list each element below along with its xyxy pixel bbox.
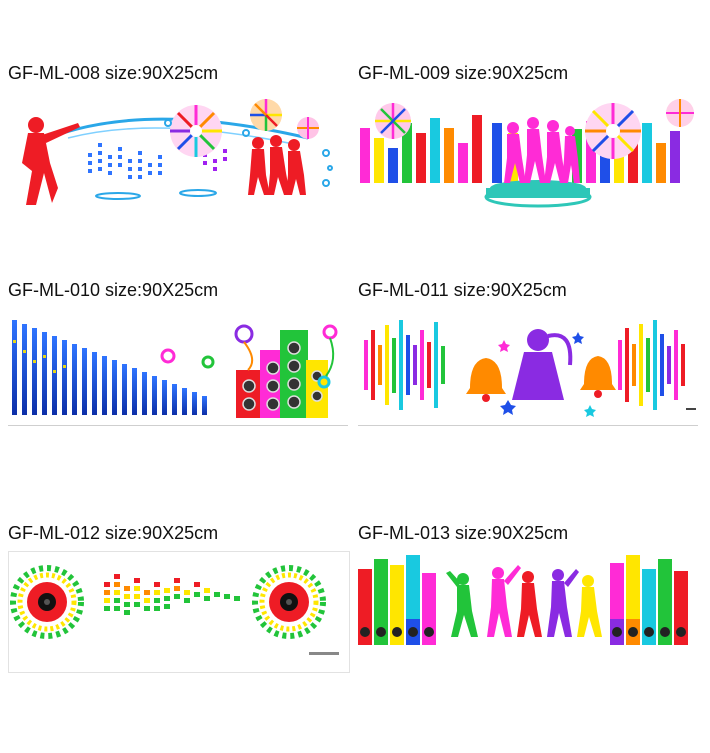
- product-card-gf-ml-008: GF-ML-008 size:90X25cm: [8, 63, 353, 293]
- star-icon: [498, 340, 510, 352]
- speaker-icon: [252, 565, 326, 639]
- product-card-gf-ml-009: GF-ML-009 size:90X25cm: [358, 63, 703, 293]
- speaker-icon: [236, 330, 328, 418]
- speaker-icon: [358, 619, 688, 645]
- dancer-silhouette-icon: [22, 117, 80, 205]
- bell-icon: [466, 358, 506, 402]
- equalizer-bars-icon: [364, 320, 685, 410]
- product-code: GF-ML-013: [358, 523, 451, 543]
- product-card-gf-ml-013: GF-ML-013 size:90X25cm: [358, 523, 703, 753]
- product-size: size:90X25cm: [105, 523, 219, 543]
- dancer-silhouette-icon: [504, 117, 580, 183]
- dancer-silhouette-icon: [512, 329, 573, 400]
- product-code: GF-ML-008: [8, 63, 101, 83]
- product-code: GF-ML-012: [8, 523, 101, 543]
- sticker-art: [360, 99, 694, 208]
- equalizer-bars-icon: [104, 574, 240, 615]
- product-size: size:90X25cm: [455, 63, 569, 83]
- product-code: GF-ML-011: [358, 280, 449, 300]
- product-label: GF-ML-009 size:90X25cm: [358, 63, 568, 84]
- sticker-art: [364, 320, 696, 417]
- product-label: GF-ML-013 size:90X25cm: [358, 523, 568, 544]
- product-card-gf-ml-010: GF-ML-010 size:90X25cm: [8, 280, 353, 510]
- dancer-silhouette-icon: [446, 565, 602, 637]
- dancer-silhouette-icon: [248, 135, 306, 195]
- product-label: GF-ML-008 size:90X25cm: [8, 63, 218, 84]
- firework-burst-icon: [170, 105, 222, 157]
- sticker-image: [8, 93, 348, 223]
- product-size: size:90X25cm: [105, 280, 219, 300]
- product-card-gf-ml-012: GF-ML-012 size:90X25cm: [8, 523, 353, 753]
- firework-burst-icon: [375, 103, 411, 139]
- product-size: size:90X25cm: [453, 280, 567, 300]
- sticker-art: [22, 99, 333, 205]
- sticker-art: [358, 555, 688, 645]
- sticker-image: [8, 310, 348, 426]
- firework-burst-icon: [666, 99, 694, 127]
- sticker-art: [12, 320, 338, 418]
- product-label: GF-ML-011 size:90X25cm: [358, 280, 567, 301]
- product-card-gf-ml-011: GF-ML-011 size:90X25cm: [358, 280, 703, 510]
- sticker-image: [358, 93, 698, 223]
- star-icon: [500, 332, 584, 415]
- speaker-icon: [10, 565, 84, 639]
- product-code: GF-ML-009: [358, 63, 451, 83]
- equalizer-bars-icon: [358, 555, 688, 619]
- sticker-image: [358, 310, 698, 426]
- firework-burst-icon: [297, 117, 319, 139]
- sticker-image: [8, 551, 350, 673]
- bell-icon: [580, 356, 616, 398]
- firework-burst-icon: [250, 99, 282, 131]
- firework-burst-icon: [585, 103, 641, 159]
- product-label: GF-ML-010 size:90X25cm: [8, 280, 218, 301]
- product-code: GF-ML-010: [8, 280, 101, 300]
- sticker-image: [358, 551, 698, 671]
- sticker-art: [10, 565, 339, 655]
- product-label: GF-ML-012 size:90X25cm: [8, 523, 218, 544]
- star-icon: [584, 405, 596, 417]
- product-size: size:90X25cm: [105, 63, 219, 83]
- product-size: size:90X25cm: [455, 523, 569, 543]
- equalizer-bars-icon: [12, 320, 207, 415]
